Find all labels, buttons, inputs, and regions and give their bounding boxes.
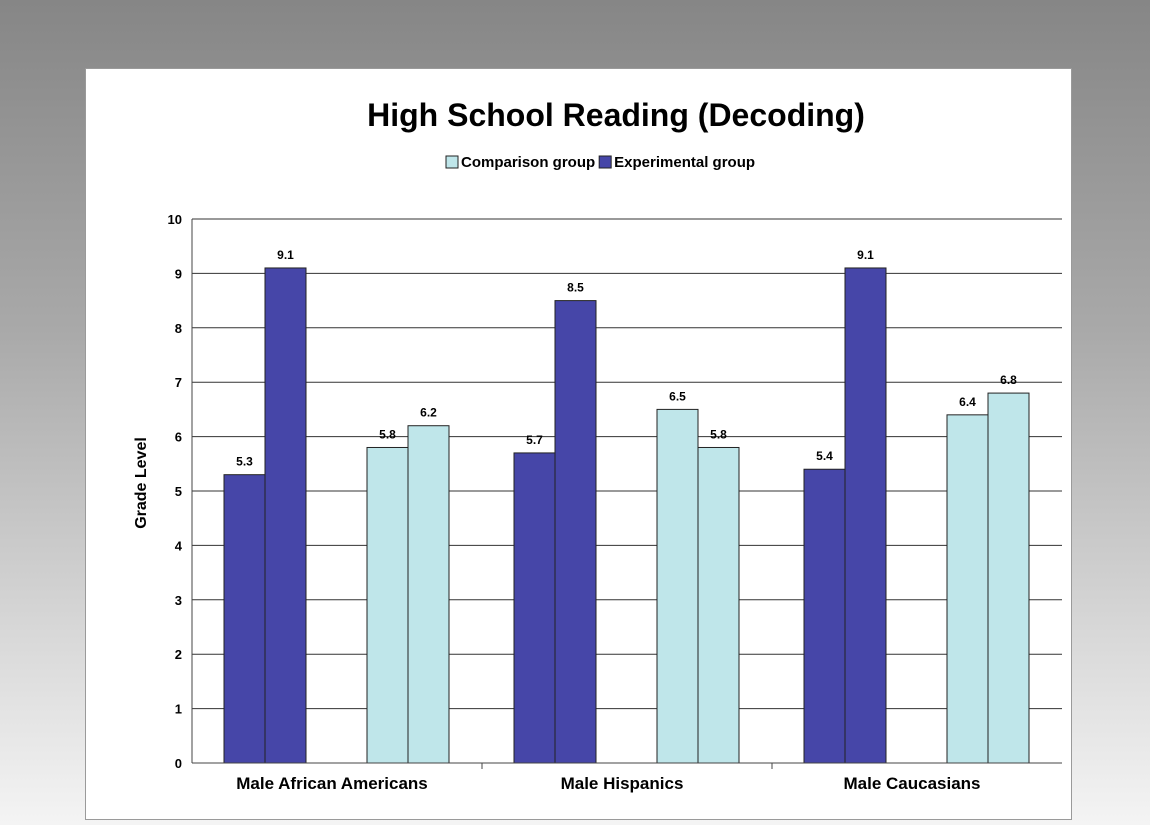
x-category-label: Male Hispanics: [561, 774, 684, 793]
x-category-label: Male Caucasians: [843, 774, 980, 793]
y-tick-label: 2: [175, 647, 182, 662]
data-label: 5.4: [816, 449, 833, 463]
data-label: 5.8: [710, 427, 727, 441]
chart-panel: High School Reading (Decoding) Compariso…: [85, 68, 1072, 820]
bar: [697, 446, 740, 764]
data-label: 9.1: [857, 248, 874, 262]
data-label: 6.8: [1000, 373, 1017, 387]
y-tick-label: 8: [175, 321, 182, 336]
bar: [946, 414, 989, 764]
x-category-label: Male African Americans: [236, 774, 427, 793]
bar: [223, 474, 266, 764]
legend-swatch: [598, 155, 612, 169]
y-tick-label: 1: [175, 702, 182, 717]
bars: 5.3 9.1 5.8 6.2 5.7 8.5 6.5 5.8 5.4 9.1 6.4 6.8: [223, 248, 1030, 764]
data-label: 8.5: [567, 281, 584, 295]
bar: [803, 468, 846, 764]
chart-title: High School Reading (Decoding): [367, 97, 865, 133]
axes: Male African Americans Male Hispanics Male…: [191, 219, 1062, 793]
y-tick-label: 6: [175, 430, 182, 445]
bar: [554, 300, 597, 764]
y-tick-label: 3: [175, 593, 182, 608]
gridlines: 0 1 2 3 4 5 6 7 8 9 10: [168, 212, 1062, 771]
legend: Comparison group Experimental group: [445, 154, 755, 171]
data-label: 9.1: [277, 248, 294, 262]
y-tick-label: 9: [175, 266, 182, 281]
bar: [513, 452, 556, 764]
data-label: 5.7: [526, 433, 543, 447]
data-label: 6.5: [669, 389, 686, 403]
y-tick-label: 0: [175, 756, 182, 771]
bar: [407, 425, 450, 764]
data-label: 5.3: [236, 455, 253, 469]
y-axis-label: Grade Level: [133, 437, 150, 529]
bar: [844, 267, 887, 764]
data-label: 5.8: [379, 427, 396, 441]
data-label: 6.4: [959, 395, 976, 409]
bar: [264, 267, 307, 764]
data-label: 6.2: [420, 406, 437, 420]
bar-chart: High School Reading (Decoding) Compariso…: [133, 97, 1062, 793]
legend-label: Comparison group: [461, 154, 595, 171]
y-tick-label: 5: [175, 484, 182, 499]
bar: [656, 408, 699, 764]
y-tick-label: 4: [175, 538, 183, 553]
legend-label: Experimental group: [614, 154, 755, 171]
bar: [366, 446, 409, 764]
legend-swatch: [445, 155, 459, 169]
y-tick-label: 7: [175, 375, 182, 390]
y-tick-label: 10: [168, 212, 182, 227]
bar: [987, 392, 1030, 764]
